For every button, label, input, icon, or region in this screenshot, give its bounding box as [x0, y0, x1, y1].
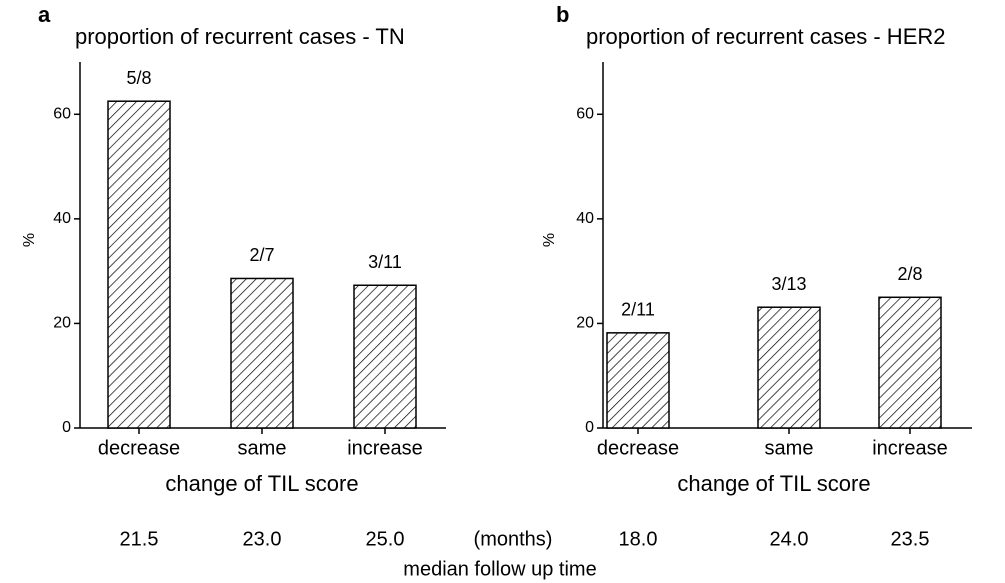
bar	[757, 306, 821, 429]
y-tick-label: 20	[53, 315, 71, 332]
value-label: 5/8	[126, 68, 151, 88]
follow-up-label: median follow up time	[403, 558, 596, 580]
y-axis-label: %	[21, 233, 38, 247]
follow-up-unit: (months)	[474, 528, 553, 550]
y-tick-label: 20	[576, 315, 594, 332]
x-tick-label: decrease	[98, 437, 180, 459]
y-tick-label: 60	[53, 106, 71, 123]
value-label: 2/11	[621, 300, 655, 320]
follow-up-value: 25.0	[366, 528, 405, 550]
bar	[107, 100, 171, 429]
y-tick-label: 40	[53, 210, 71, 227]
bar	[353, 284, 417, 429]
follow-up-value: 23.0	[243, 528, 282, 550]
follow-up-value: 24.0	[770, 528, 809, 550]
y-tick-label: 60	[576, 106, 594, 123]
x-tick-label: same	[238, 437, 287, 459]
follow-up-value: 23.5	[891, 528, 930, 550]
y-tick-label: 0	[585, 419, 594, 436]
y-tick-label: 40	[576, 210, 594, 227]
bar	[230, 277, 294, 429]
follow-up-value: 18.0	[619, 528, 658, 550]
value-label: 2/7	[249, 245, 274, 265]
value-label: 2/8	[897, 264, 922, 284]
chart-title: proportion of recurrent cases - HER2	[586, 24, 946, 49]
bar	[878, 296, 942, 429]
panel-label: b	[556, 2, 569, 27]
x-axis-label: change of TIL score	[165, 471, 358, 496]
panel-label: a	[38, 2, 51, 27]
x-tick-label: increase	[347, 437, 423, 459]
chart-title: proportion of recurrent cases - TN	[75, 24, 405, 49]
follow-up-value: 21.5	[120, 528, 159, 550]
value-label: 3/13	[771, 274, 806, 294]
y-axis-label: %	[541, 233, 558, 247]
x-tick-label: increase	[872, 437, 948, 459]
x-tick-label: same	[765, 437, 814, 459]
value-label: 3/11	[368, 252, 402, 272]
x-tick-label: decrease	[597, 437, 679, 459]
x-axis-label: change of TIL score	[677, 471, 870, 496]
y-tick-label: 0	[62, 419, 71, 436]
bar	[606, 332, 670, 429]
